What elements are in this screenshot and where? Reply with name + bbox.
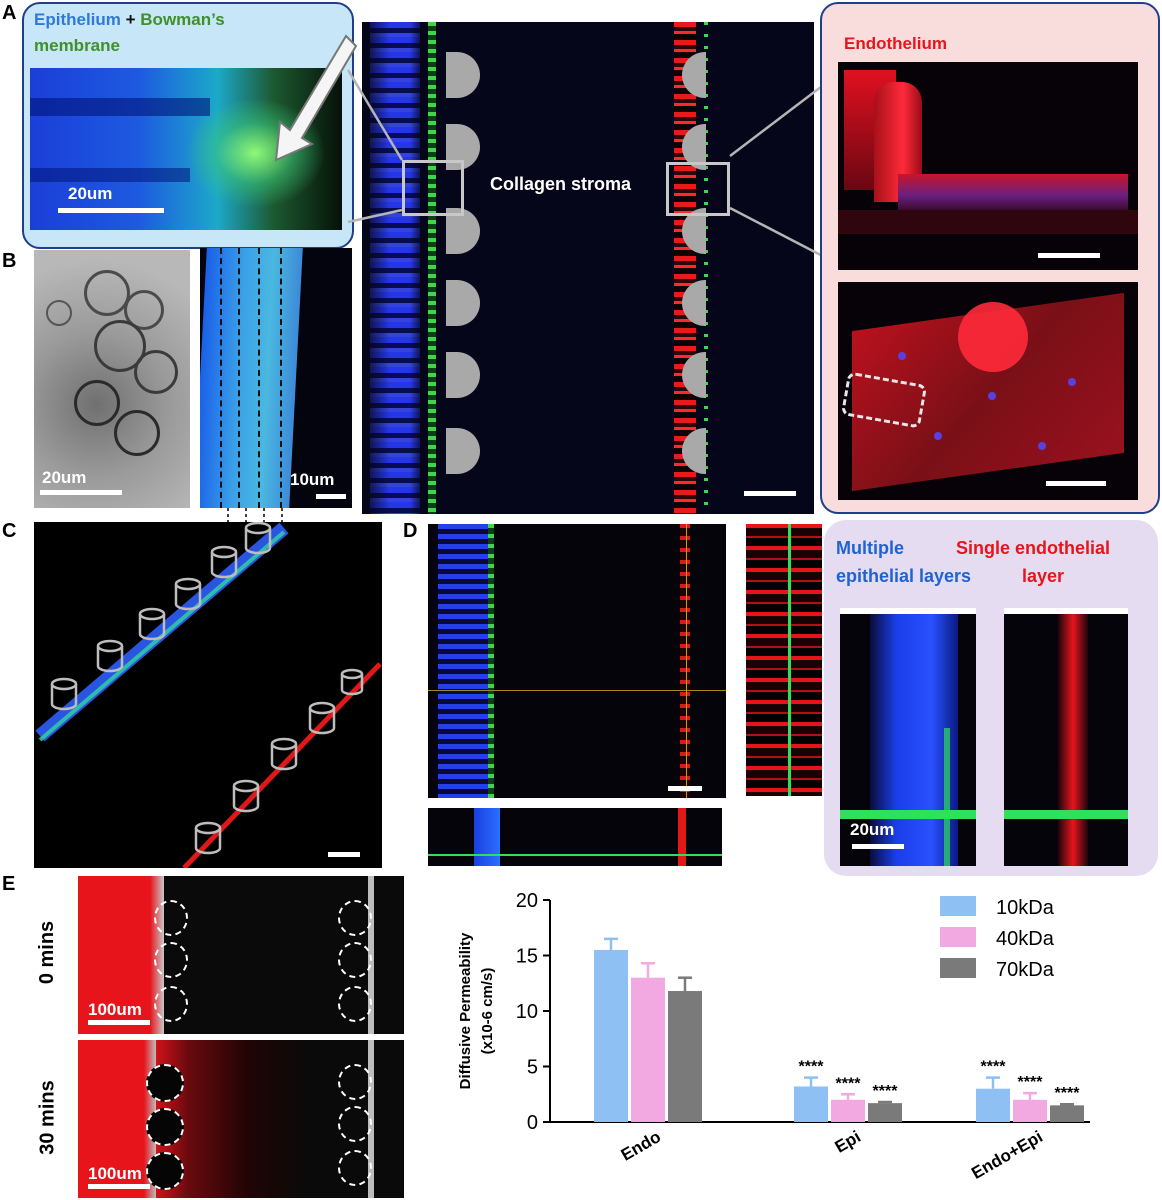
scale-bar (316, 494, 346, 499)
single-label-line2: layer (1022, 566, 1065, 586)
row-label-30-text: 30 mins (36, 1079, 59, 1155)
dashed-guides (227, 508, 283, 524)
panel-label-d: D (403, 520, 418, 542)
y-tick-label: 10 (516, 1001, 538, 1023)
category-label: Endo (618, 1127, 664, 1165)
zoom-box-left (402, 160, 464, 216)
bar (631, 977, 665, 1122)
y-tick-label: 15 (516, 946, 538, 968)
scale-bar (744, 491, 796, 496)
orthogonal-side-view (746, 524, 822, 796)
legend-label: 70kDa (996, 959, 1055, 981)
scale-bar (88, 1184, 150, 1189)
scale-bar (852, 844, 904, 849)
bar (868, 1103, 902, 1122)
arrow-icon (274, 34, 358, 162)
orthogonal-main-view (428, 524, 726, 798)
significance-label: **** (873, 1083, 899, 1100)
permeability-chart: 0 5 10 15 20 Diffusive Permeability (x10-6 cm/… (457, 890, 1090, 1183)
zoom-box-right (666, 162, 730, 216)
orthogonal-bottom-view (428, 808, 722, 866)
bar (794, 1086, 828, 1122)
stroma-overview-image: Collagen stroma (362, 22, 814, 514)
endothelial-layer-image (1004, 608, 1128, 866)
plus-label: + (120, 10, 141, 29)
row-label-30: 30 mins (30, 1062, 66, 1172)
scale-bar (1038, 253, 1100, 258)
epithelium-callout-title: Epithelium + Bowman’s (34, 10, 225, 30)
scale-label: 20um (42, 468, 87, 487)
y-tick-label: 5 (527, 1057, 538, 1079)
row-label-0: 0 mins (30, 902, 66, 1002)
endothelium-3d-view (838, 282, 1138, 500)
row-label-0-text: 0 mins (36, 920, 59, 984)
legend-swatch (940, 927, 976, 947)
zoom-connectors (346, 69, 839, 266)
single-label-line1: Single endothelial (956, 538, 1111, 558)
bar (976, 1088, 1010, 1122)
significance-label: **** (1018, 1074, 1044, 1091)
panel-label-c: C (2, 520, 17, 542)
panel-label-b: B (2, 250, 17, 272)
significance-label: **** (799, 1059, 825, 1076)
brightfield-image: 20um (34, 250, 190, 508)
scale-bar (58, 208, 164, 213)
panel-label-e: E (2, 873, 16, 895)
scale-label: 10um (290, 470, 335, 489)
multiple-label-line2: epithelial layers (836, 566, 972, 586)
legend-label: 10kDa (996, 897, 1055, 919)
legend-swatch (940, 896, 976, 916)
significance-label: **** (836, 1075, 862, 1092)
scale-bar (668, 786, 702, 791)
bar (668, 991, 702, 1122)
endothelium-label: Endothelium (844, 34, 947, 53)
bowman-label-line1: Bowman’s (140, 10, 225, 29)
category-label: Epi (832, 1127, 864, 1157)
diffusion-30min-image: 100um (78, 1040, 404, 1198)
epithelial-column-image: 10um (200, 248, 352, 508)
bowman-label-line2: membrane (34, 36, 120, 55)
category-label: Endo+Epi (968, 1127, 1046, 1183)
epithelium-label: Epithelium (34, 10, 121, 29)
bar (594, 949, 628, 1122)
tilted-stroma-drawing (35, 522, 382, 868)
legend-swatch (940, 958, 976, 978)
bar (1013, 1099, 1047, 1122)
scale-label: 100um (88, 1164, 142, 1183)
scale-bar (40, 490, 122, 495)
endothelium-side-view (838, 62, 1138, 270)
y-tick-label: 0 (527, 1112, 538, 1134)
scale-bar (88, 1020, 150, 1025)
y-tick-label: 20 (516, 890, 538, 912)
panel-label-a: A (2, 2, 17, 24)
bar (1050, 1105, 1084, 1122)
scale-bar (1046, 481, 1106, 486)
legend-label: 40kDa (996, 928, 1055, 950)
scale-label: 20um (850, 820, 895, 839)
bar (831, 1099, 865, 1122)
scale-label: 20um (68, 184, 113, 203)
significance-label: **** (981, 1059, 1007, 1076)
stroma-label: Collagen stroma (490, 174, 632, 194)
tilted-stroma-image (34, 522, 382, 868)
multiple-label-line1: Multiple (836, 538, 904, 558)
diffusion-0min-image: 100um (78, 876, 404, 1034)
y-axis-label-unit: (x10-6 cm/s) (479, 968, 496, 1055)
epithelial-layers-image: 20um (840, 608, 976, 866)
scale-label: 100um (88, 1000, 142, 1019)
significance-label: **** (1055, 1085, 1081, 1102)
y-axis-label: Diffusive Permeability (457, 932, 474, 1089)
bowman-zoom-image: 20um (30, 68, 342, 230)
